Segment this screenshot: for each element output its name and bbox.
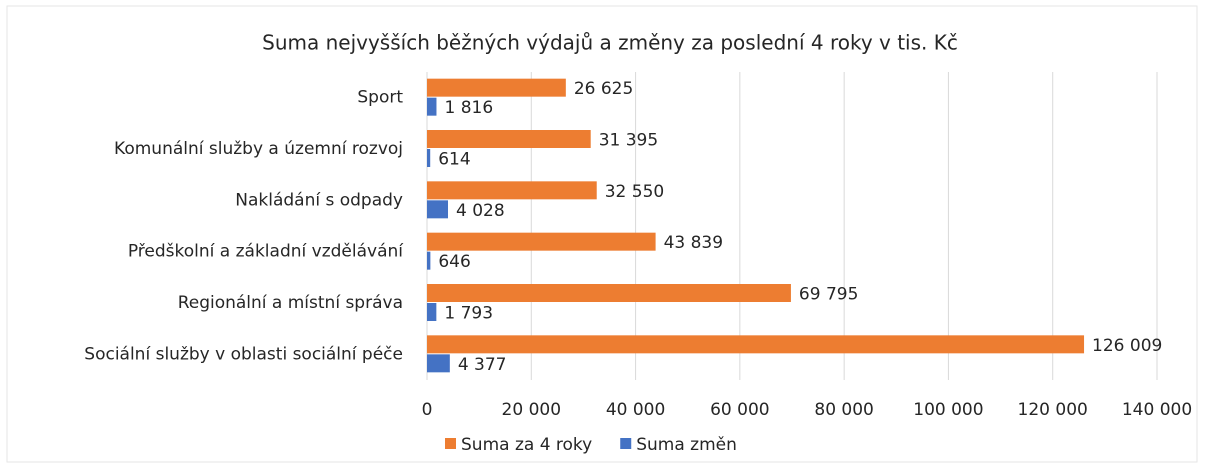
data-label: 646 [438,252,470,272]
bar [427,97,437,116]
legend-swatch [445,438,456,449]
y-tick-label: Předškolní a základní vzdělávání [128,242,404,262]
x-tick-label: 60 000 [710,400,769,420]
data-label: 26 625 [574,79,633,99]
x-tick-label: 20 000 [502,400,561,420]
x-tick-label: 80 000 [814,400,873,420]
bar [427,181,597,200]
bar [427,354,450,373]
bar [427,149,431,167]
y-tick-label: Sport [357,88,403,108]
chart-title: Suma nejvyšších běžných výdajů a změny z… [262,31,958,55]
data-label: 4 377 [458,355,507,375]
legend-label: Suma za 4 roky [461,435,592,455]
x-tick-label: 120 000 [1018,400,1088,420]
x-tick-label: 140 000 [1122,400,1192,420]
x-tick-label: 0 [422,400,433,420]
bar [427,335,1085,354]
bar [427,251,431,270]
data-label: 126 009 [1092,336,1162,356]
legend-label: Suma změn [636,435,737,455]
y-tick-label: Nakládání s odpady [235,190,403,210]
x-tick-label: 100 000 [913,400,983,420]
bar [427,303,437,321]
data-label: 614 [438,150,470,170]
bar [427,284,791,302]
legend-swatch [620,438,632,449]
data-label: 43 839 [664,233,723,253]
data-label: 69 795 [799,285,858,305]
data-label: 1 816 [444,98,493,118]
y-tick-label: Regionální a místní správa [178,293,403,313]
data-label: 4 028 [456,201,505,221]
bar [427,232,656,251]
y-tick-label: Sociální služby v oblasti sociální péče [84,344,403,364]
y-tick-label: Komunální služby a územní rozvoj [114,139,403,159]
bar [427,200,449,219]
data-label: 32 550 [605,182,664,202]
data-label: 1 793 [444,304,493,324]
data-label: 31 395 [599,131,658,151]
bar [427,130,591,148]
x-tick-label: 40 000 [606,400,665,420]
bar [427,78,566,97]
